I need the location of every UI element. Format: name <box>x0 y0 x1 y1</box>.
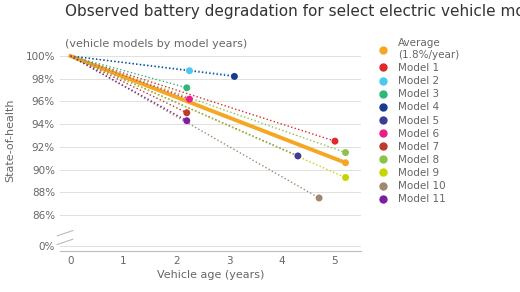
X-axis label: Vehicle age (years): Vehicle age (years) <box>157 270 264 280</box>
Point <box>341 175 349 180</box>
Point <box>183 86 191 90</box>
Text: (vehicle models by model years): (vehicle models by model years) <box>65 39 247 49</box>
Point <box>331 139 339 143</box>
Point <box>185 97 193 102</box>
Point <box>294 154 302 158</box>
Legend: Average
(1.8%/year), Model 1, Model 2, Model 3, Model 4, Model 5, Model 6, Model: Average (1.8%/year), Model 1, Model 2, M… <box>373 38 459 204</box>
Point <box>183 110 191 115</box>
Text: State-of-health: State-of-health <box>5 98 15 182</box>
Point <box>341 150 349 155</box>
Point <box>315 196 323 200</box>
Point <box>183 118 191 123</box>
Point <box>230 74 239 79</box>
Point <box>185 68 193 73</box>
Text: Observed battery degradation for select electric vehicle models: Observed battery degradation for select … <box>65 4 520 19</box>
Point <box>341 160 349 165</box>
